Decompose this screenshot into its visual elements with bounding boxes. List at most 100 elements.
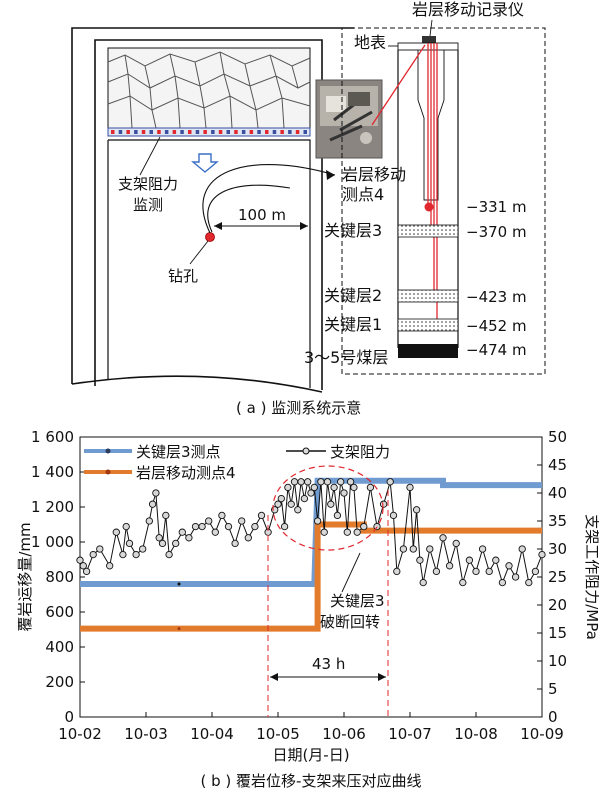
series-support-point	[211, 528, 219, 536]
key-layer-3-label: 关键层3	[324, 221, 382, 240]
y-left-tick-label: 600	[45, 603, 74, 621]
series-support-point	[165, 550, 173, 559]
event-label-line1: 关键层3	[330, 592, 385, 610]
series-support-point	[498, 578, 507, 587]
series-support-point	[472, 567, 480, 576]
series-support-point	[284, 483, 292, 492]
series-support-point	[297, 478, 305, 486]
series-support-point	[419, 578, 427, 587]
borehole-label: 钻孔	[168, 267, 198, 285]
series-support-point	[244, 534, 252, 542]
series-key-layer3-line	[80, 477, 542, 587]
series-support-point	[287, 500, 295, 508]
y-left-tick-label: 400	[45, 638, 74, 656]
surface-label: 地表	[354, 33, 386, 52]
series-support-point	[323, 478, 332, 486]
series-support-point	[172, 539, 180, 548]
support-unit	[164, 130, 169, 134]
series-support-point	[409, 545, 417, 553]
y-right-tick-label: 50	[548, 428, 567, 446]
depth-452: −452 m	[466, 317, 527, 335]
series-support-point	[178, 528, 186, 536]
series-support-point	[373, 522, 381, 531]
legend-label-support: 支架阻力	[330, 443, 390, 461]
support-unit	[272, 130, 277, 134]
x-tick-label: 10-06	[322, 725, 366, 743]
y-right-tick-label: 25	[548, 568, 567, 586]
interval-arrow-head-left	[270, 673, 278, 681]
series-support-point	[277, 494, 285, 503]
series-support-point	[393, 567, 401, 576]
borehole-dot	[205, 232, 215, 242]
series-support-point	[478, 545, 487, 553]
support-label-line1: 支架阻力	[118, 175, 178, 193]
series-support-point	[122, 522, 130, 531]
support-leader-line	[139, 136, 161, 176]
series-support-point	[353, 528, 361, 536]
support-unit	[203, 130, 207, 134]
x-axis: 10-02 10-03 10-04 10-05 10-06 10-07 10-08 10-09	[58, 712, 564, 743]
y-right-tick-label: 30	[548, 540, 567, 558]
series-support-point	[327, 500, 335, 508]
series-support-point	[320, 528, 328, 536]
series-support-point	[330, 483, 338, 492]
key-layer-3-band	[397, 224, 459, 238]
series-support-point	[492, 556, 500, 564]
y-right-tick-label: 10	[548, 652, 567, 670]
support-dots	[111, 130, 307, 134]
distance-arrow-head-left	[214, 222, 222, 230]
series-support-point	[106, 562, 114, 570]
coal-seam-label: 3～5号煤层	[304, 348, 388, 367]
series-support-point	[132, 550, 140, 559]
series-support-point	[426, 545, 434, 553]
series-support-point	[82, 567, 91, 576]
support-unit	[226, 130, 230, 134]
series-support-point	[257, 511, 266, 520]
series-support-point	[485, 567, 493, 576]
key-layer-2-label: 关键层2	[324, 286, 382, 305]
series-support-point	[465, 556, 474, 564]
series-support-point	[218, 511, 226, 520]
point-label-line2: 测点4	[342, 185, 384, 204]
y-right-tick-label: 35	[548, 512, 567, 530]
x-tick-label: 10-07	[388, 725, 432, 743]
depth-370: −370 m	[466, 223, 527, 241]
coal-seam-band	[398, 344, 458, 358]
series-support-point	[313, 517, 322, 525]
series-support-point	[145, 517, 153, 525]
support-unit	[157, 130, 161, 134]
borehole-leader	[189, 240, 209, 265]
series-support-point	[310, 483, 318, 492]
interval-label: 43 h	[312, 655, 345, 673]
chart-panel: 0 200 400 600 800 1 000 1 200 1 400 1 600 0 5 10 15…	[16, 428, 599, 790]
depth-423: −423 m	[466, 288, 527, 306]
series-support-point	[139, 545, 147, 553]
series-support-point	[251, 522, 259, 531]
support-unit	[218, 130, 223, 134]
series-support-point	[290, 478, 299, 486]
y-right-tick-label: 20	[548, 596, 567, 614]
series-support-point	[350, 483, 358, 492]
y-left-tick-label: 200	[45, 673, 74, 691]
series-support-point	[386, 478, 394, 486]
series-support-point	[340, 489, 348, 497]
event-label-line2: 破断回转	[320, 613, 380, 631]
series-support-point	[412, 506, 421, 514]
support-unit	[257, 130, 261, 134]
interval-arrow-head-right	[378, 673, 386, 681]
support-unit	[180, 130, 184, 134]
series-support-point	[162, 511, 170, 520]
legend-marker-point4	[105, 469, 111, 475]
depth-474: −474 m	[466, 341, 527, 359]
point-label-line1: 岩层移动	[342, 165, 406, 184]
series-support-point	[280, 522, 289, 531]
series-support-point	[511, 573, 520, 581]
diagram-panel: 支架阻力 监测 钻孔 100 m 岩层移动记录仪 地表	[71, 0, 546, 417]
x-label: 日期(月-日)	[272, 746, 349, 764]
support-unit	[149, 130, 153, 134]
series-support-point	[379, 500, 388, 508]
series-support-point	[112, 528, 120, 536]
support-unit	[172, 130, 177, 134]
y-left-tick-label: 1 600	[31, 428, 74, 446]
